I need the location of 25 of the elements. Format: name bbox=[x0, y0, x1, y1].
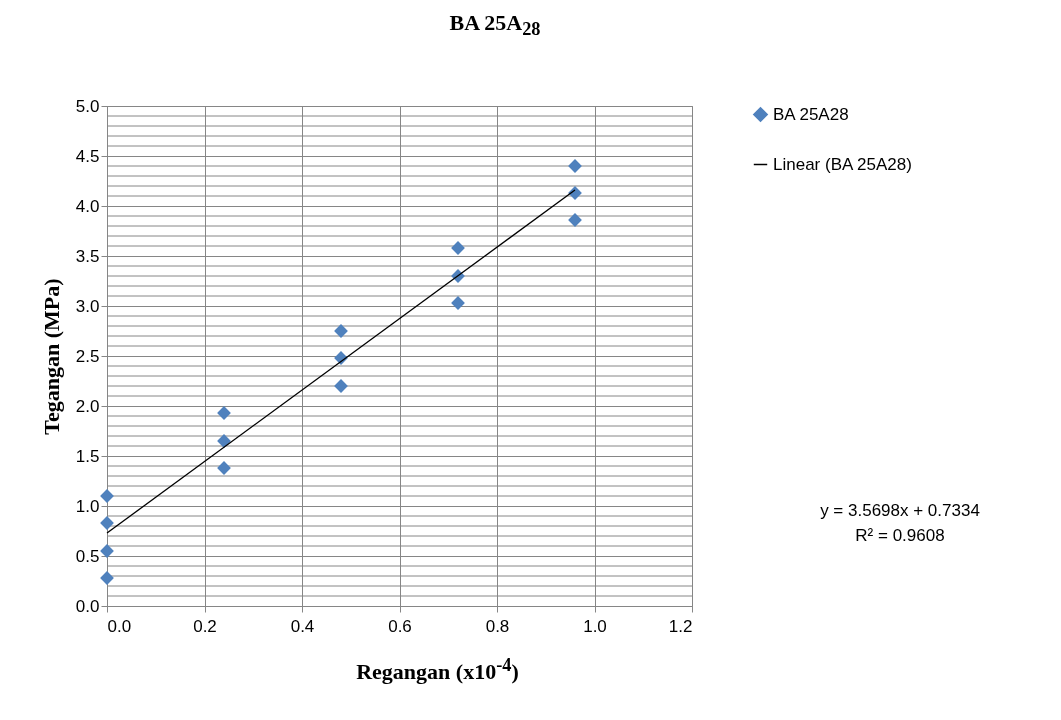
y-tick-label: 3.0 bbox=[75, 296, 100, 316]
chart-title: BA 25A$_{28}$ bbox=[448, 10, 542, 41]
x-tick-label: 0.2 bbox=[193, 616, 217, 636]
text: R² = 0.9608 bbox=[854, 525, 946, 547]
y-tick-label: 1.5 bbox=[75, 446, 100, 466]
x-tick-label: 0.6 bbox=[388, 616, 412, 636]
x-tick-label: 0.8 bbox=[485, 616, 510, 636]
y-tick-label: 1.0 bbox=[75, 496, 100, 516]
y-tick-label: 2.0 bbox=[75, 396, 100, 416]
x-tick-label: 1.0 bbox=[583, 616, 607, 636]
y-tick-label: 5.0 bbox=[75, 96, 100, 116]
y-tick-label: 2.5 bbox=[75, 346, 100, 366]
y-tick-label: 4.5 bbox=[75, 146, 100, 166]
x-tick-label: 0.0 bbox=[107, 616, 132, 636]
x-tick-label: 1.2 bbox=[668, 616, 693, 636]
text: y = 3.5698x + 0.7334 bbox=[819, 500, 981, 522]
y-tick-label: 0.5 bbox=[75, 546, 100, 566]
legend-label: Linear (BA 25A28) bbox=[773, 154, 912, 174]
y-tick-label: 0.0 bbox=[75, 596, 100, 616]
y-tick-label: 3.5 bbox=[75, 246, 100, 266]
x-axis-title: Regangan (x10$^{-4}$) bbox=[355, 655, 520, 686]
y-tick-label: 4.0 bbox=[75, 196, 100, 216]
y-axis-title: Tegangan (MPa) bbox=[38, 278, 64, 435]
legend-label: BA 25A28 bbox=[773, 104, 849, 124]
x-tick-label: 0.4 bbox=[290, 616, 315, 636]
